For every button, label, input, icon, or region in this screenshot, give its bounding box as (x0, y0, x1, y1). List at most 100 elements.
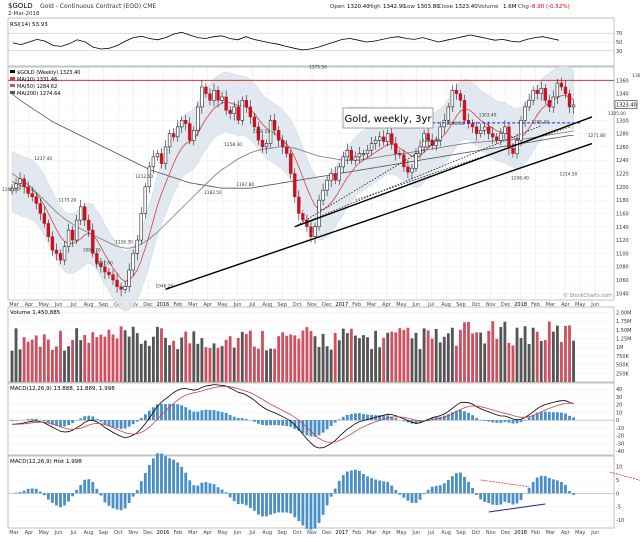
volume-bar (46, 339, 50, 382)
candle-body (151, 156, 156, 168)
candle-body (66, 229, 71, 247)
candle-body (531, 90, 535, 101)
x-tick-label: Feb (352, 302, 361, 308)
volume-bar (560, 341, 563, 382)
price-y-tick: 1060 (616, 278, 629, 284)
volume-bar (519, 338, 523, 382)
macd-histogram-bar (531, 414, 535, 421)
price-annotation: 1290.50 (446, 121, 464, 127)
hist-y-tick: -5 (616, 505, 621, 511)
price-legend-swatch (10, 77, 15, 80)
macd-hist-bar (224, 492, 228, 494)
candle-body (305, 219, 309, 228)
macd-histogram-bar (151, 407, 155, 421)
x-tick-label: Jun (54, 302, 63, 308)
volume-bar (394, 332, 398, 382)
macd-hist-bar (71, 493, 75, 497)
macd-histogram-bar (572, 417, 575, 421)
price-y-tick: 1300 (616, 118, 629, 124)
macd-histogram-bar (224, 412, 228, 421)
candle-body (337, 166, 341, 181)
x-tick-label-bottom: Feb (531, 530, 540, 536)
candle-body (180, 120, 184, 128)
x-tick-label-bottom: Dec (143, 530, 153, 536)
macd-hist-bar (139, 481, 143, 494)
macd-hist-bar (442, 483, 446, 494)
price-annotation: 1191.40 (2, 187, 20, 193)
macd-y-tick: 10 (616, 410, 622, 416)
macd-hist-bar (535, 477, 539, 494)
macd-histogram-bar (236, 418, 240, 421)
macd-hist-bar (59, 493, 62, 508)
price-annotation: 1375.50 (309, 64, 327, 70)
macd-hist-bar (317, 493, 321, 524)
macd-histogram-bar (406, 420, 410, 423)
candle-body (511, 147, 515, 154)
macd-histogram-bar (564, 413, 567, 421)
volume-y-tick: 750K (616, 354, 630, 360)
x-tick-label-bottom: Jul (70, 530, 77, 536)
macd-histogram-bar (115, 420, 119, 429)
volume-bar (10, 350, 14, 382)
candle-body (491, 133, 495, 138)
candle-body (422, 133, 426, 148)
volume-bar (151, 336, 155, 382)
volume-bar (38, 346, 42, 382)
volume-bar (430, 338, 434, 382)
x-tick-label-bottom: Sep (277, 530, 286, 536)
macd-hist-bar (289, 493, 293, 514)
x-tick-label: Jun (411, 302, 420, 308)
candle-body (107, 271, 111, 275)
volume-bar (362, 335, 365, 382)
candle-body (454, 90, 459, 94)
candle-body (462, 100, 467, 121)
macd-histogram-bar (55, 420, 58, 426)
volume-bar (55, 346, 58, 382)
macd-histogram-bar (184, 407, 188, 421)
volume-bar (265, 350, 268, 382)
header-open-value: 1320.40 (347, 4, 370, 10)
macd-hist-bar (414, 493, 418, 503)
volume-bar (535, 331, 539, 382)
volume-bar (329, 349, 333, 382)
hist-y-tick: 5 (616, 478, 619, 484)
macd-hist-bar (127, 493, 131, 504)
volume-bar (200, 338, 204, 382)
macd-hist-bar (519, 493, 523, 501)
volume-bar (333, 332, 337, 382)
candle-body (551, 96, 556, 108)
macd-hist-bar (555, 480, 559, 494)
volume-bar (321, 333, 325, 382)
x-tick-label: May (396, 302, 406, 308)
volume-bar (244, 333, 248, 382)
price-annotation: 1258.30 (224, 142, 242, 148)
macd-hist-bar (273, 493, 277, 514)
macd-histogram-bar (358, 413, 361, 421)
macd-hist-bar (390, 485, 394, 494)
volume-bar (176, 349, 180, 382)
candle-body (418, 146, 422, 154)
candle-body (450, 90, 455, 108)
candle-body (30, 193, 34, 198)
candle-body (87, 219, 91, 231)
x-tick-label-bottom: Aug (441, 530, 451, 536)
macd-histogram-bar (414, 420, 418, 424)
macd-histogram-bar (285, 420, 289, 427)
x-tick-label-bottom: Apr (561, 530, 571, 536)
macd-histogram-bar (269, 420, 272, 426)
macd-hist-bar (325, 493, 329, 506)
price-annotation: 1182.50 (204, 190, 222, 196)
macd-histogram-bar (543, 411, 547, 421)
macd-histogram-bar (281, 420, 285, 426)
volume-bar (475, 332, 479, 382)
price-annotation: 1295.30 (531, 120, 549, 126)
long-trendline (165, 142, 593, 291)
macd-hist-bar (366, 476, 369, 494)
candle-body (571, 104, 576, 108)
macd-hist-bar (471, 487, 474, 494)
candle-body (70, 229, 75, 241)
macd-histogram-bar (119, 420, 123, 429)
volume-bar (156, 326, 159, 382)
macd-y-tick: -40 (616, 449, 624, 455)
x-tick-label-bottom: Oct (472, 530, 481, 536)
